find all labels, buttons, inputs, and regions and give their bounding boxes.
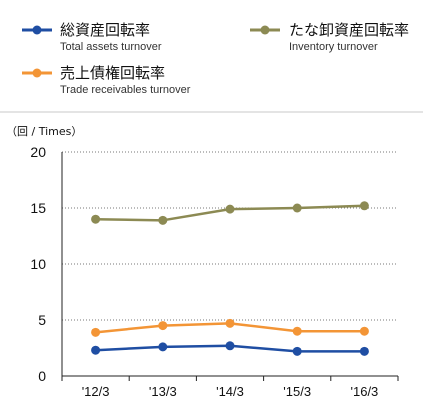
legend-label-jp: たな卸資産回転率 (289, 21, 409, 39)
x-tick-label: '15/3 (283, 384, 311, 399)
series-1 (91, 201, 369, 225)
legend-swatch-marker (32, 25, 42, 35)
data-point (292, 346, 302, 356)
legend-item-total-assets: 総資産回転率 Total assets turnover (22, 21, 162, 53)
series-0 (91, 341, 369, 356)
x-axis: '12/3 '13/3 '14/3 '15/3 '16/3 (61, 375, 399, 399)
legend-label-en: Total assets turnover (60, 41, 162, 53)
y-tick-label: 10 (30, 256, 46, 272)
data-point (359, 326, 369, 336)
x-tick-label: '14/3 (216, 384, 244, 399)
y-tick-label: 0 (38, 368, 46, 384)
data-point (225, 318, 235, 328)
x-tick-label: '16/3 (351, 384, 379, 399)
data-point (91, 327, 101, 337)
data-point (225, 204, 235, 214)
data-point (292, 203, 302, 213)
legend-label-en: Inventory turnover (289, 41, 378, 53)
legend-swatch-marker (32, 68, 42, 78)
x-tick-label: '13/3 (149, 384, 177, 399)
data-point (91, 214, 101, 224)
y-tick-label: 5 (38, 312, 46, 328)
data-point (91, 345, 101, 355)
data-point (158, 321, 168, 331)
data-point (158, 342, 168, 352)
series-lines (91, 201, 369, 356)
legend-label-jp: 売上債権回転率 (60, 64, 165, 82)
data-point (359, 201, 369, 211)
y-axis-unit-label: （回 / Times） (6, 125, 82, 138)
x-tick-label: '12/3 (82, 384, 110, 399)
data-point (158, 215, 168, 225)
gridlines (62, 151, 398, 321)
data-point (359, 346, 369, 356)
legend-item-trade-receivables: 売上債権回転率 Trade receivables turnover (22, 64, 191, 96)
y-axis: 0 5 10 15 20 (30, 144, 63, 384)
y-tick-label: 15 (30, 200, 46, 216)
legend-swatch-marker (260, 25, 270, 35)
series-2 (91, 318, 369, 337)
data-point (225, 341, 235, 351)
legend-label-en: Trade receivables turnover (60, 84, 191, 96)
legend: 総資産回転率 Total assets turnover たな卸資産回転率 In… (22, 21, 409, 96)
data-point (292, 326, 302, 336)
legend-label-jp: 総資産回転率 (60, 21, 150, 39)
legend-item-inventory: たな卸資産回転率 Inventory turnover (250, 21, 409, 53)
y-tick-label: 20 (30, 144, 46, 160)
